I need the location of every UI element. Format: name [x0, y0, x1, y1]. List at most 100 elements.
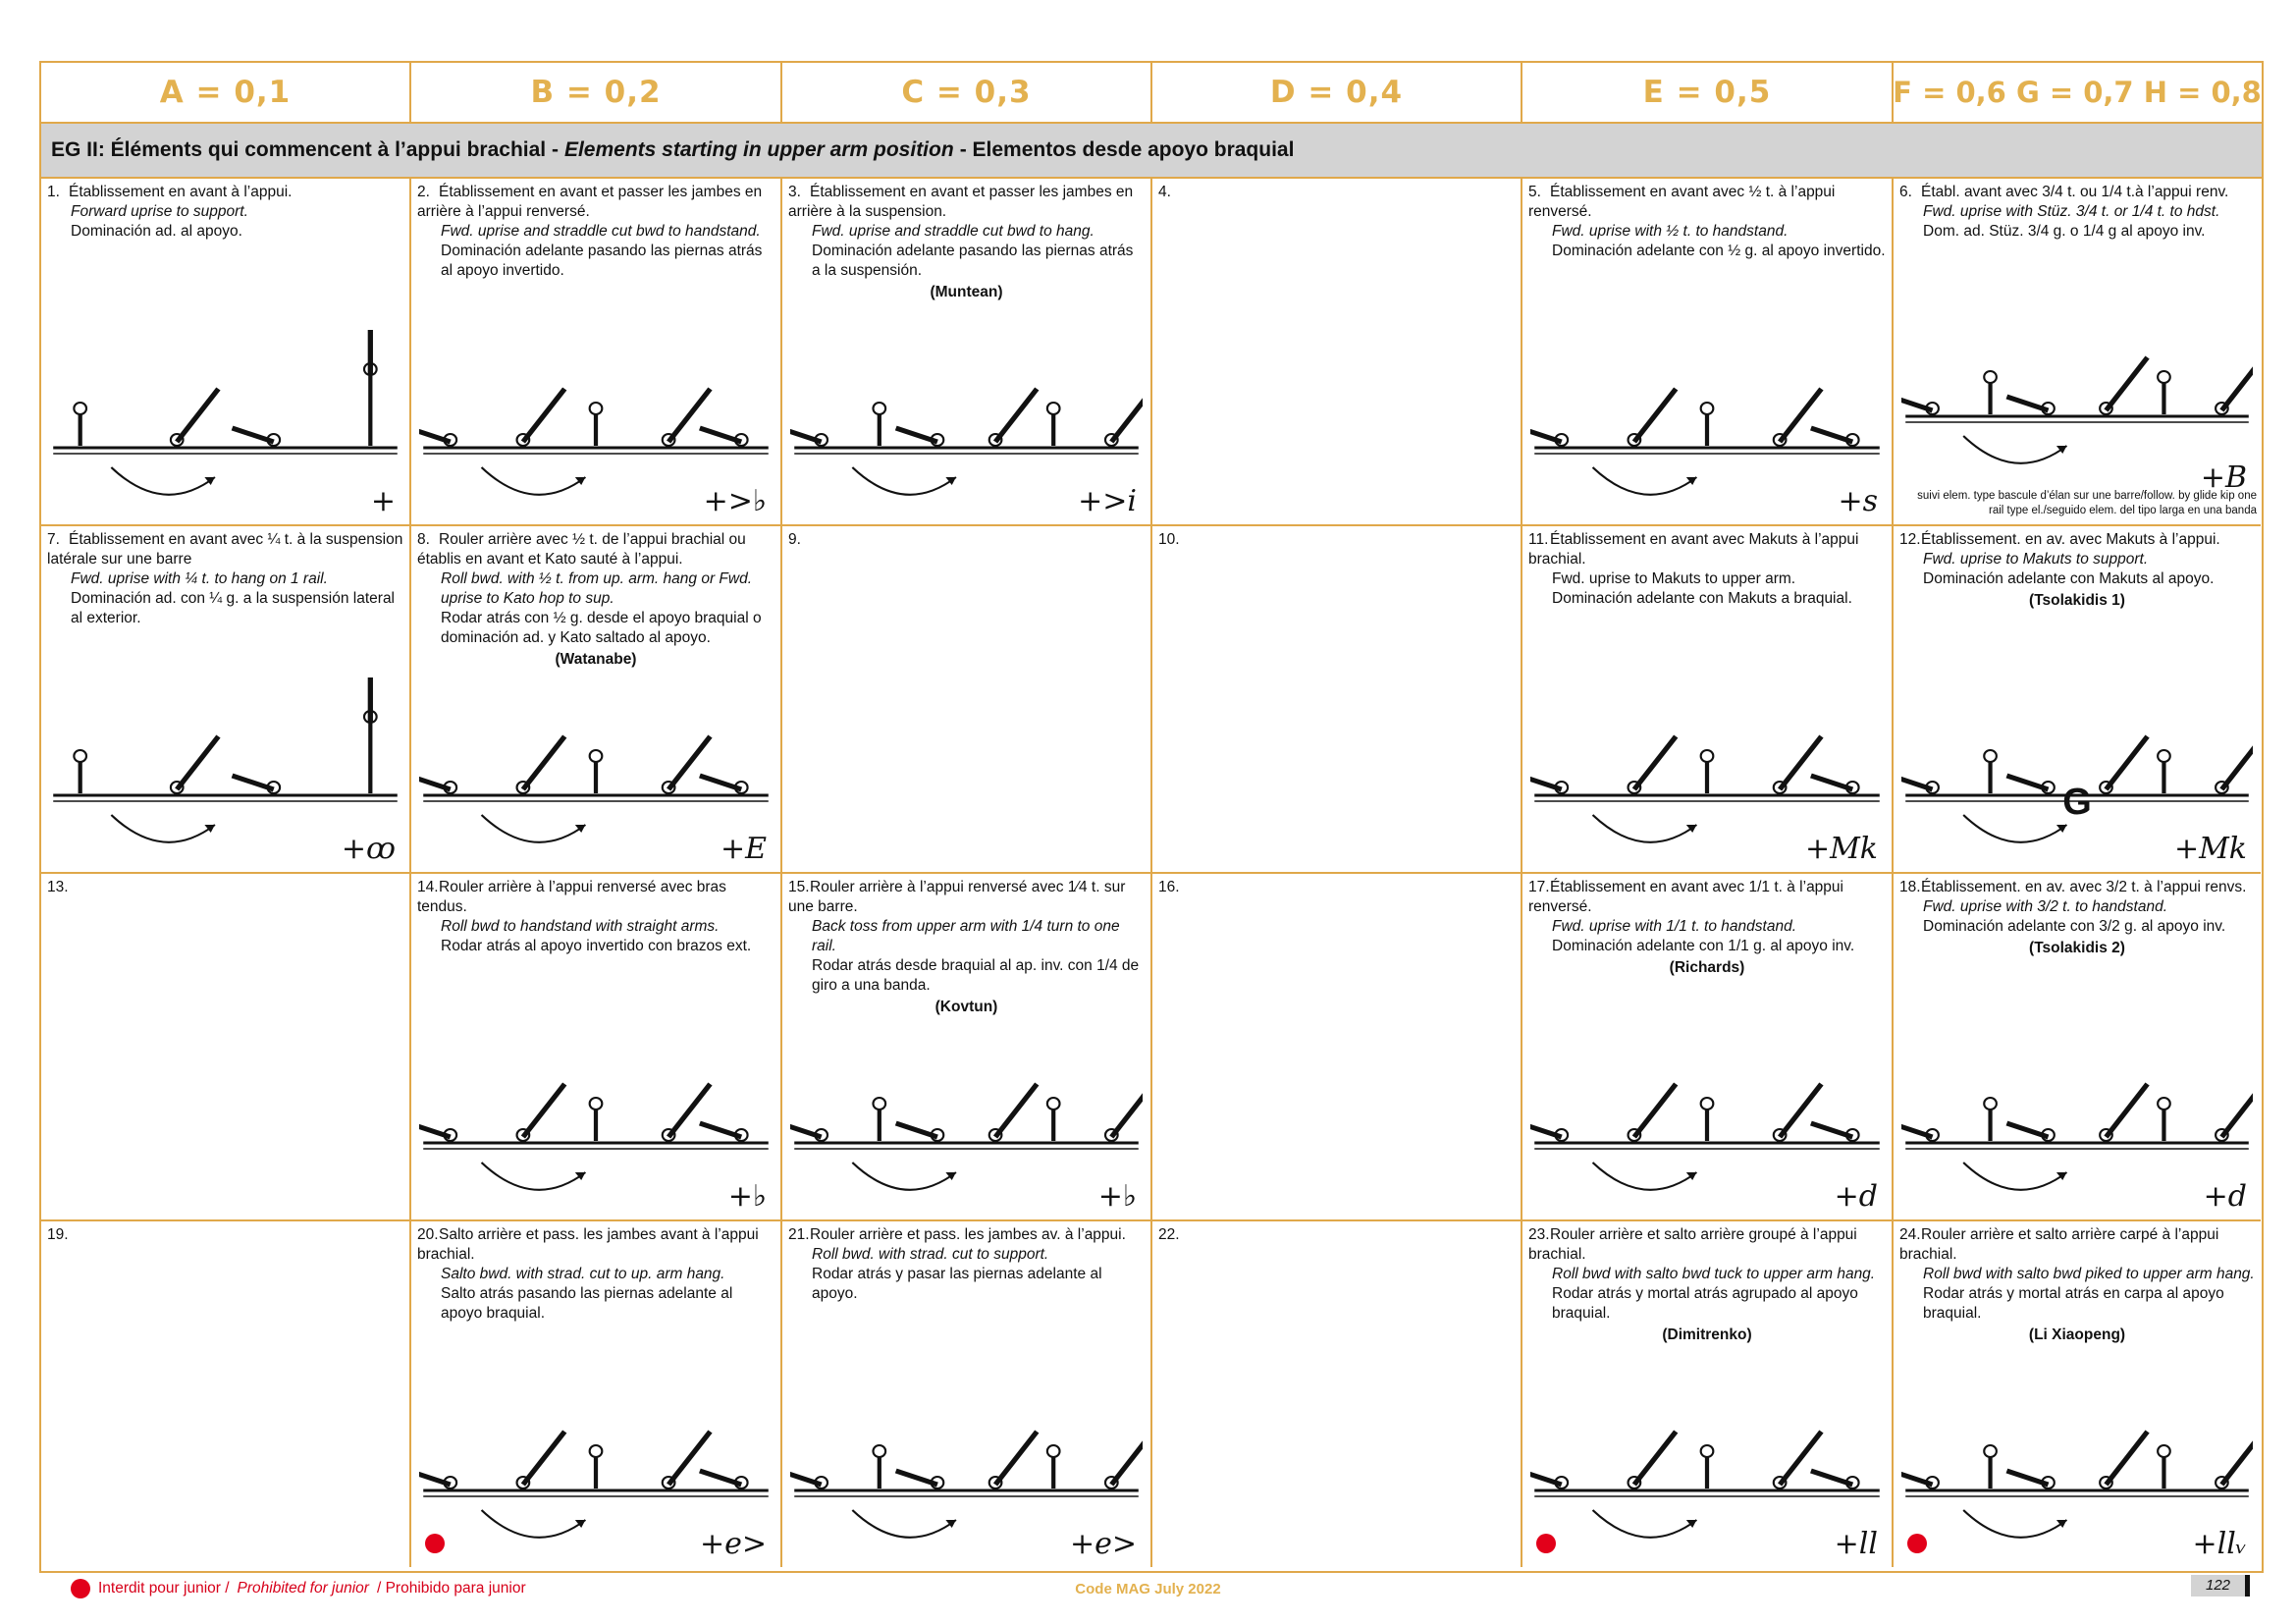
element-figure	[411, 677, 773, 864]
element-description: 9.	[788, 530, 1145, 550]
element-number: 16.	[1158, 879, 1180, 895]
code-footer: Code MAG July 2022	[1075, 1581, 1221, 1597]
element-cell: 18.Établissement. en av. avec 3/2 t. à l…	[1894, 874, 2261, 1221]
element-number: 11.	[1528, 531, 1549, 548]
element-text-en: Fwd. uprise with ¼ t. to hang on 1 rail.	[71, 570, 328, 587]
element-figure	[1522, 1373, 1884, 1559]
element-symbol: +E	[720, 832, 767, 866]
element-figure	[1522, 1025, 1884, 1212]
element-cell: 7. Établissement en avant avec ¼ t. à la …	[41, 526, 411, 874]
element-text-en: Fwd. uprise with Stüz. 3/4 t. or 1/4 t. …	[1923, 203, 2220, 220]
element-symbol: +ll	[1834, 1527, 1878, 1561]
element-text-es: Dominación ad. con ¼ g. a la suspensión …	[71, 590, 396, 626]
element-number: 7.	[47, 531, 60, 548]
legend-es: / Prohibido para junior	[376, 1580, 526, 1597]
element-cell: 5. Établissement en avant avec ½ t. à l’a…	[1522, 179, 1894, 526]
element-text-es: Rodar atrás y mortal atrás en carpa al a…	[1923, 1285, 2224, 1322]
element-description: 2. Établissement en avant et passer les j…	[417, 183, 774, 281]
header-c: C = 0,3	[782, 63, 1152, 122]
element-text-fr: Établ. avant avec 3/4 t. ou 1/4 t.à l’ap…	[1921, 184, 2229, 200]
element-group-title: EG II: Éléments qui commencent à l’appui…	[41, 122, 2262, 179]
element-description: 11. Établissement en avant avec Makuts à …	[1528, 530, 1886, 609]
element-number: 6.	[1899, 184, 1912, 200]
element-text-en: Forward uprise to support.	[71, 203, 248, 220]
element-number: 19.	[47, 1226, 69, 1243]
header-b: B = 0,2	[411, 63, 782, 122]
element-description: 4.	[1158, 183, 1515, 202]
element-cell: 4.	[1152, 179, 1522, 526]
element-text-en: Fwd. uprise and straddle cut bwd to hang…	[812, 223, 1095, 240]
element-number: 9.	[788, 531, 801, 548]
element-number: 2.	[417, 184, 430, 200]
element-text-es: Rodar atrás y pasar las piernas adelante…	[812, 1266, 1102, 1302]
element-number: 22.	[1158, 1226, 1180, 1243]
element-symbol: +d	[2203, 1179, 2247, 1214]
element-text-es: Rodar atrás desde braquial al ap. inv. c…	[812, 957, 1140, 994]
element-text-fr: Rouler arrière et salto arrière carpé à …	[1899, 1226, 2219, 1263]
element-figure	[1522, 330, 1884, 516]
element-description: 17.Établissement en avant avec 1/1 t. à …	[1528, 878, 1886, 978]
junior-prohibited-icon	[425, 1534, 445, 1553]
element-cell: 16.	[1152, 874, 1522, 1221]
element-cell: 22.	[1152, 1221, 1522, 1567]
element-symbol: +	[370, 484, 396, 518]
element-cell: 3. Établissement en avant et passer les j…	[782, 179, 1152, 526]
element-number: 10.	[1158, 531, 1180, 548]
element-text-es: Dominación adelante pasando las piernas …	[441, 243, 763, 279]
element-cell: 13.	[41, 874, 411, 1221]
element-description: 6. Établ. avant avec 3/4 t. ou 1/4 t.à l’…	[1899, 183, 2255, 242]
element-text-en: Salto bwd. with strad. cut to up. arm ha…	[441, 1266, 725, 1282]
element-symbol: +♭	[727, 1179, 767, 1214]
element-text-en: Roll bwd. with strad. cut to support.	[812, 1246, 1049, 1263]
element-number: 5.	[1528, 184, 1541, 200]
element-cell: 24.Rouler arrière et salto arrière carpé…	[1894, 1221, 2261, 1567]
element-number: 18.	[1899, 879, 1921, 895]
element-description: 22.	[1158, 1225, 1515, 1245]
header-e: E = 0,5	[1522, 63, 1894, 122]
element-description: 16.	[1158, 878, 1515, 897]
element-text-en: Back toss from upper arm with 1/4 turn t…	[812, 918, 1120, 954]
element-cell: 21.Rouler arrière et pass. les jambes av…	[782, 1221, 1152, 1567]
element-text-fr: Établissement en avant et passer les jam…	[417, 184, 763, 220]
element-cell: 1. Établissement en avant à l’appui. Forwa…	[41, 179, 411, 526]
element-text-es: Dominación ad. al apoyo.	[71, 223, 242, 240]
element-text-es: Rodar atrás y mortal atrás agrupado al a…	[1552, 1285, 1858, 1322]
element-number: 23.	[1528, 1226, 1550, 1243]
element-figure	[1894, 1025, 2261, 1212]
element-figure	[1894, 298, 2261, 485]
element-figure	[782, 1025, 1150, 1212]
element-text-fr: Établissement. en av. avec Makuts à l’ap…	[1921, 531, 2220, 548]
element-cell: 11. Établissement en avant avec Makuts à …	[1522, 526, 1894, 874]
element-cell: 14.Rouler arrière à l’appui renversé ave…	[411, 874, 782, 1221]
element-number: 3.	[788, 184, 801, 200]
element-cell: 17.Établissement en avant avec 1/1 t. à …	[1522, 874, 1894, 1221]
group-title-es: - Elementos desde apoyo braquial	[959, 138, 1295, 161]
element-text-fr: Établissement en avant avec Makuts à l’a…	[1528, 531, 1859, 568]
element-number: 17.	[1528, 879, 1550, 895]
element-figure	[411, 1373, 773, 1559]
element-text-fr: Établissement en avant et passer les jam…	[788, 184, 1134, 220]
element-text-en: Roll bwd. with ½ t. from up. arm. hang o…	[441, 570, 753, 607]
junior-prohibited-icon	[1536, 1534, 1556, 1553]
element-symbol: +Mk	[1804, 832, 1878, 866]
element-text-en: Roll bwd to handstand with straight arms…	[441, 918, 720, 935]
element-number: 13.	[47, 879, 69, 895]
page-number: 122	[2191, 1575, 2250, 1597]
element-figure	[782, 1373, 1150, 1559]
element-figure	[49, 320, 401, 516]
element-text-es: Dominación adelante con 1/1 g. al apoyo …	[1552, 938, 1855, 954]
element-text-es: Dominación adelante con Makuts al apoyo.	[1923, 570, 2215, 587]
element-symbol: +s	[1838, 484, 1878, 518]
element-number: 21.	[788, 1226, 810, 1243]
element-number: 12.	[1899, 531, 1921, 548]
element-text-fr: Rouler arrière à l’appui renversé avec 1…	[788, 879, 1126, 915]
element-description: 23.Rouler arrière et salto arrière group…	[1528, 1225, 1886, 1345]
element-text-en: Roll bwd with salto bwd piked to upper a…	[1923, 1266, 2255, 1282]
junior-prohibited-icon	[1907, 1534, 1927, 1553]
element-figure	[49, 668, 401, 864]
junior-legend: Interdit pour junior / Prohibited for ju…	[71, 1579, 526, 1598]
element-symbol: +♭	[1097, 1179, 1137, 1214]
header-d: D = 0,4	[1152, 63, 1522, 122]
element-text-fr: Établissement. en av. avec 3/2 t. à l’ap…	[1921, 879, 2247, 895]
element-text-en: Fwd. uprise and straddle cut bwd to hand…	[441, 223, 761, 240]
